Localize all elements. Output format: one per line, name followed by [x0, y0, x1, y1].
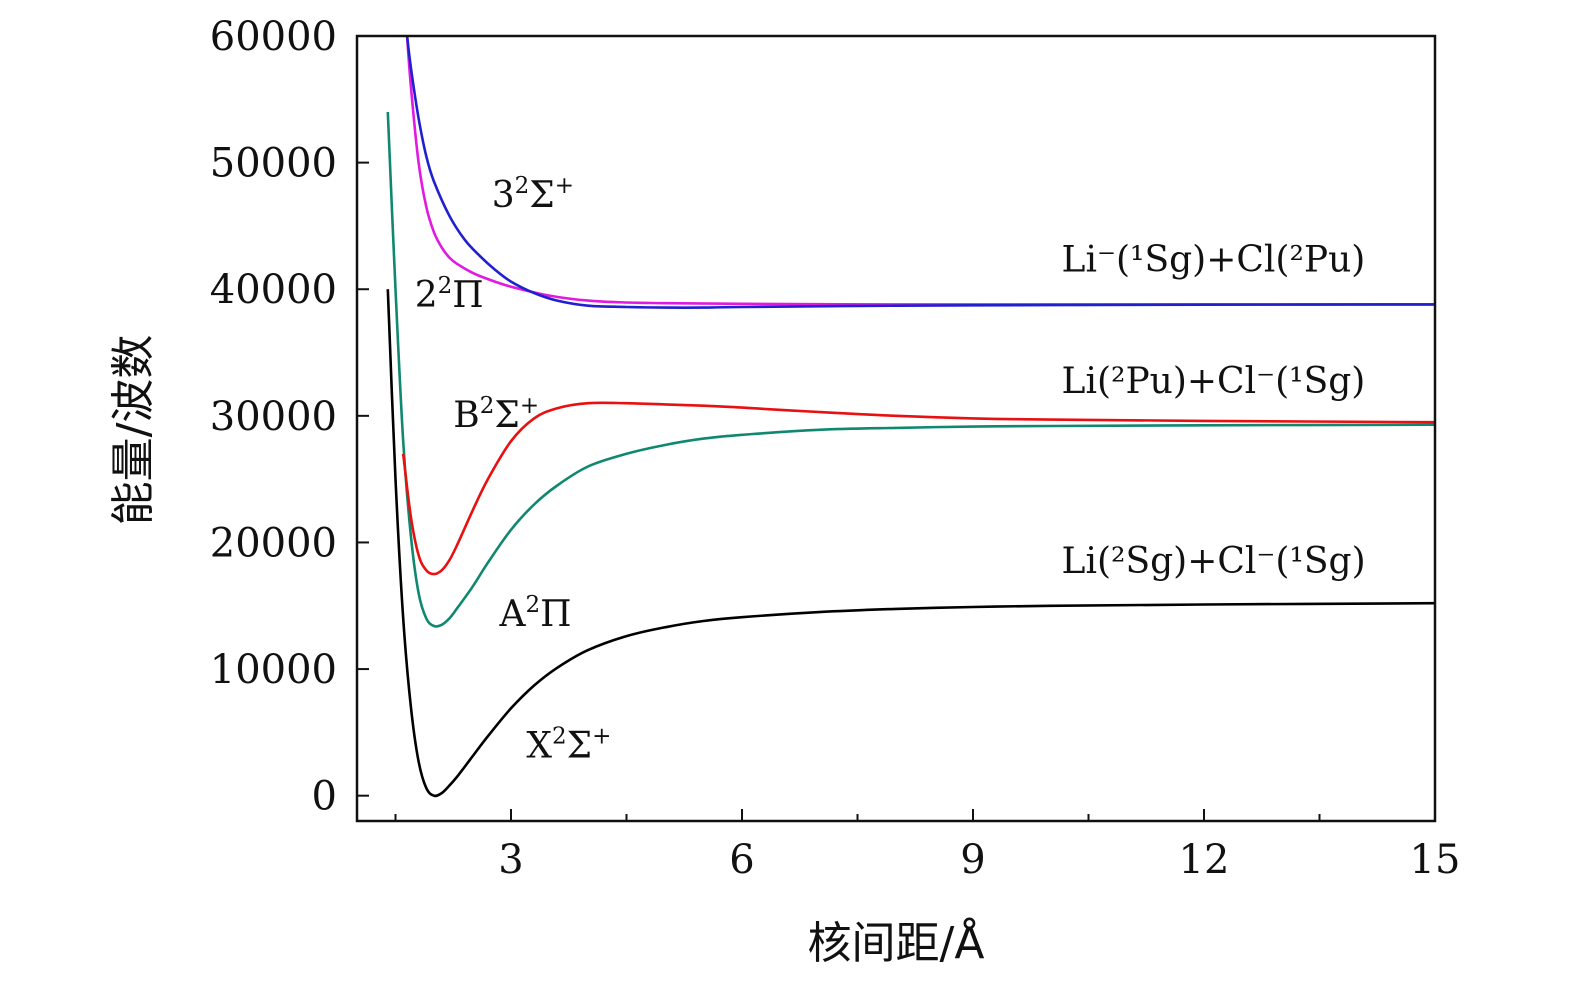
asymptote-label-2: Li(²Sg)+Cl⁻(¹Sg): [1062, 541, 1366, 582]
y-tick-label-1: 10000: [210, 647, 337, 693]
x-tick-label-2: 9: [960, 837, 985, 883]
annotations-layer: 32Σ+ 22Π B2Σ+ A2Π X2Σ+ Li⁻(¹Sg)+Cl(²Pu) Li(²Pu…: [415, 173, 1366, 767]
series-line-1: [386, 111, 1436, 628]
y-tick-label-4: 40000: [210, 267, 337, 313]
ticks-layer: [357, 35, 1436, 821]
asymptote-label-1: Li(²Pu)+Cl⁻(¹Sg): [1062, 361, 1366, 402]
asymptote-label-0: Li⁻(¹Sg)+Cl(²Pu): [1062, 240, 1366, 281]
curve-label-4: X2Σ+: [526, 724, 611, 767]
series-line-2: [401, 401, 1436, 576]
y-tick-label-6: 60000: [210, 14, 337, 60]
y-axis-title: 能量/波数: [108, 335, 159, 526]
x-tick-label-4: 15: [1410, 837, 1461, 883]
x-axis-title: 核间距/Å: [808, 916, 985, 969]
series-line-4: [405, 35, 1436, 309]
y-tick-label-2: 20000: [210, 520, 337, 566]
curve-label-1: 22Π: [415, 273, 484, 316]
y-tick-label-5: 50000: [210, 141, 337, 187]
y-tick-label-0: 0: [312, 774, 337, 820]
plot-frame: [355, 34, 1437, 823]
curve-label-0: 32Σ+: [492, 173, 574, 216]
tick-labels-layer: 3 6 9 12 15 0 10000 20000 30000 40000 50000 60000: [210, 14, 1461, 883]
series-line-0: [386, 289, 1436, 798]
curve-label-2: B2Σ+: [453, 393, 539, 436]
y-tick-label-3: 30000: [210, 394, 337, 440]
x-tick-label-1: 6: [729, 837, 754, 883]
curves-layer: [386, 35, 1436, 798]
x-tick-label-3: 12: [1179, 837, 1230, 883]
curve-label-3: A2Π: [498, 592, 571, 635]
x-tick-label-0: 3: [498, 837, 523, 883]
